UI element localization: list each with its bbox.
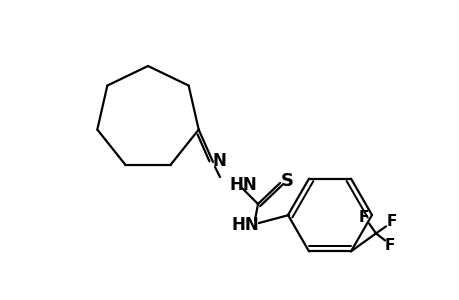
Text: HN: HN xyxy=(230,176,257,194)
Text: F: F xyxy=(358,210,369,225)
Text: N: N xyxy=(212,152,225,170)
Text: HN: HN xyxy=(230,216,258,234)
Text: S: S xyxy=(280,172,293,190)
Text: F: F xyxy=(384,238,394,253)
Text: F: F xyxy=(386,214,396,229)
